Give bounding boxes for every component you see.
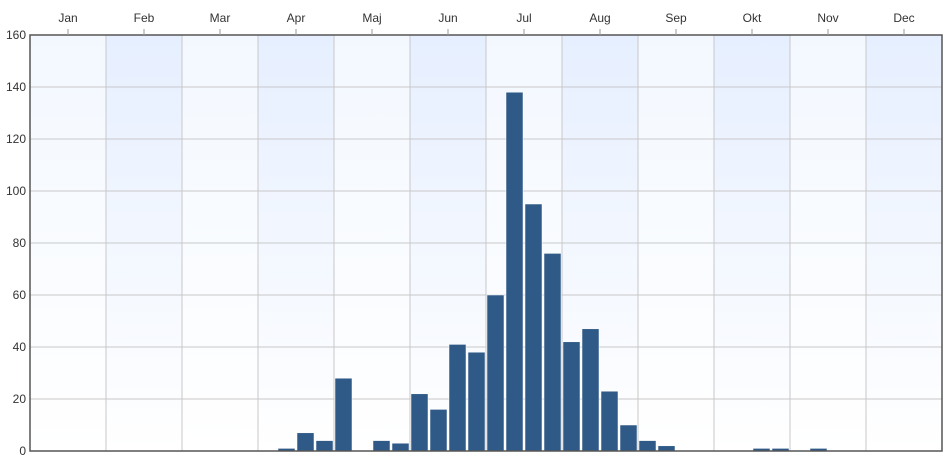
y-tick-label-40: 40 xyxy=(13,340,27,354)
x-tick-label-jun: Jun xyxy=(438,11,457,25)
bar-bin-27 xyxy=(543,253,562,452)
bar-bin-33 xyxy=(657,445,676,452)
bar-bin-14 xyxy=(296,432,315,452)
bar-bin-26 xyxy=(524,203,543,452)
x-tick-label-jan: Jan xyxy=(58,11,77,25)
x-tick-label-feb: Feb xyxy=(134,11,155,25)
y-tick-label-60: 60 xyxy=(13,288,27,302)
bar-bin-25 xyxy=(505,91,524,452)
bar-bin-24 xyxy=(486,294,505,452)
x-tick-label-dec: Dec xyxy=(893,11,914,25)
bar-bin-16 xyxy=(334,377,353,452)
x-tick-label-mar: Mar xyxy=(210,11,231,25)
y-axis-labels: 0 20 40 60 80 100 120 140 160 xyxy=(6,28,26,458)
bar-bin-21 xyxy=(429,409,448,452)
y-tick-label-0: 0 xyxy=(19,444,26,458)
x-tick-label-jul: Jul xyxy=(516,11,531,25)
bar-bin-29 xyxy=(581,328,600,452)
bar-bin-20 xyxy=(410,393,429,452)
bar-bin-23 xyxy=(467,351,486,452)
x-tick-label-apr: Apr xyxy=(287,11,306,25)
bar-bin-22 xyxy=(448,344,467,452)
y-tick-label-100: 100 xyxy=(6,184,26,198)
x-tick-label-aug: Aug xyxy=(589,11,610,25)
x-tick-label-okt: Okt xyxy=(743,11,762,25)
x-axis-labels: Jan Feb Mar Apr Maj Jun Jul Aug Sep Okt Nov Dec xyxy=(58,11,915,35)
bar-bin-31 xyxy=(619,424,638,452)
bar-bin-18 xyxy=(372,440,391,452)
bar-bin-15 xyxy=(315,440,334,452)
x-tick-label-nov: Nov xyxy=(817,11,838,25)
bar-bin-28 xyxy=(562,341,581,452)
x-tick-label-maj: Maj xyxy=(362,11,381,25)
y-tick-label-160: 160 xyxy=(6,28,26,42)
y-tick-label-80: 80 xyxy=(13,236,27,250)
bar-bin-30 xyxy=(600,390,619,452)
y-tick-label-20: 20 xyxy=(13,392,27,406)
bar-bin-32 xyxy=(638,440,657,452)
plot-frame xyxy=(29,34,943,452)
y-tick-label-120: 120 xyxy=(6,132,26,146)
y-tick-label-140: 140 xyxy=(6,80,26,94)
x-tick-label-sep: Sep xyxy=(665,11,687,25)
bar-bin-19 xyxy=(391,442,410,452)
